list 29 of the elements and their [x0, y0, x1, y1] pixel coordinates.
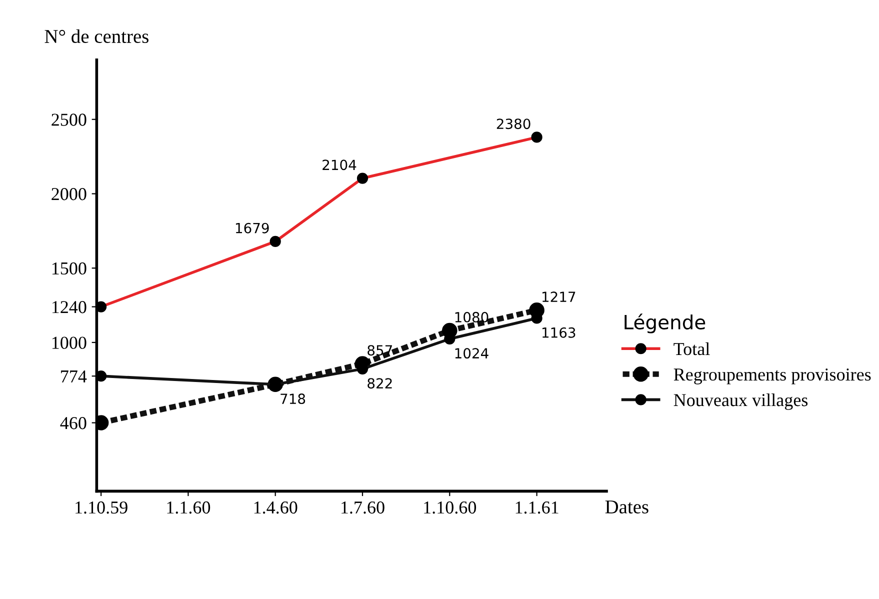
- y-tick-label: 774: [61, 370, 87, 382]
- data-label: 718: [280, 394, 306, 404]
- y-tick-label: 1240: [52, 301, 86, 314]
- legend-title: Légende: [624, 314, 706, 334]
- y-tick-label: 2000: [52, 188, 86, 200]
- x-tick-label: 1.10.60: [424, 501, 476, 514]
- data-label: 1217: [542, 292, 576, 302]
- x-tick-label: 1.10.59: [76, 501, 128, 514]
- legend-label: Total: [674, 342, 710, 356]
- data-label: 1024: [455, 348, 488, 359]
- x-tick-label: 1.1.60: [167, 501, 210, 514]
- y-axis-title: N° de centres: [44, 29, 148, 44]
- legend-label: Regroupements provisoires: [674, 368, 871, 384]
- x-tick-label: 1.1.61: [516, 501, 558, 514]
- data-label: 1679: [236, 222, 269, 234]
- y-tick-label: 2500: [52, 114, 86, 126]
- data-label: 2104: [322, 160, 356, 170]
- y-tick-label: 460: [60, 417, 86, 430]
- x-tick-label: 1.7.60: [342, 501, 384, 514]
- y-tick-label: 1500: [52, 262, 86, 275]
- x-axis-title: Dates: [605, 500, 648, 514]
- data-label: 822: [368, 378, 392, 389]
- legend-label: Nouveaux villages: [674, 393, 808, 410]
- data-label: 2380: [496, 118, 530, 130]
- data-label: 857: [368, 345, 392, 356]
- x-tick-label: 1.4.60: [254, 501, 298, 514]
- data-label: 1163: [542, 327, 576, 338]
- data-label: 1080: [455, 312, 488, 322]
- y-tick-label: 1000: [52, 336, 86, 349]
